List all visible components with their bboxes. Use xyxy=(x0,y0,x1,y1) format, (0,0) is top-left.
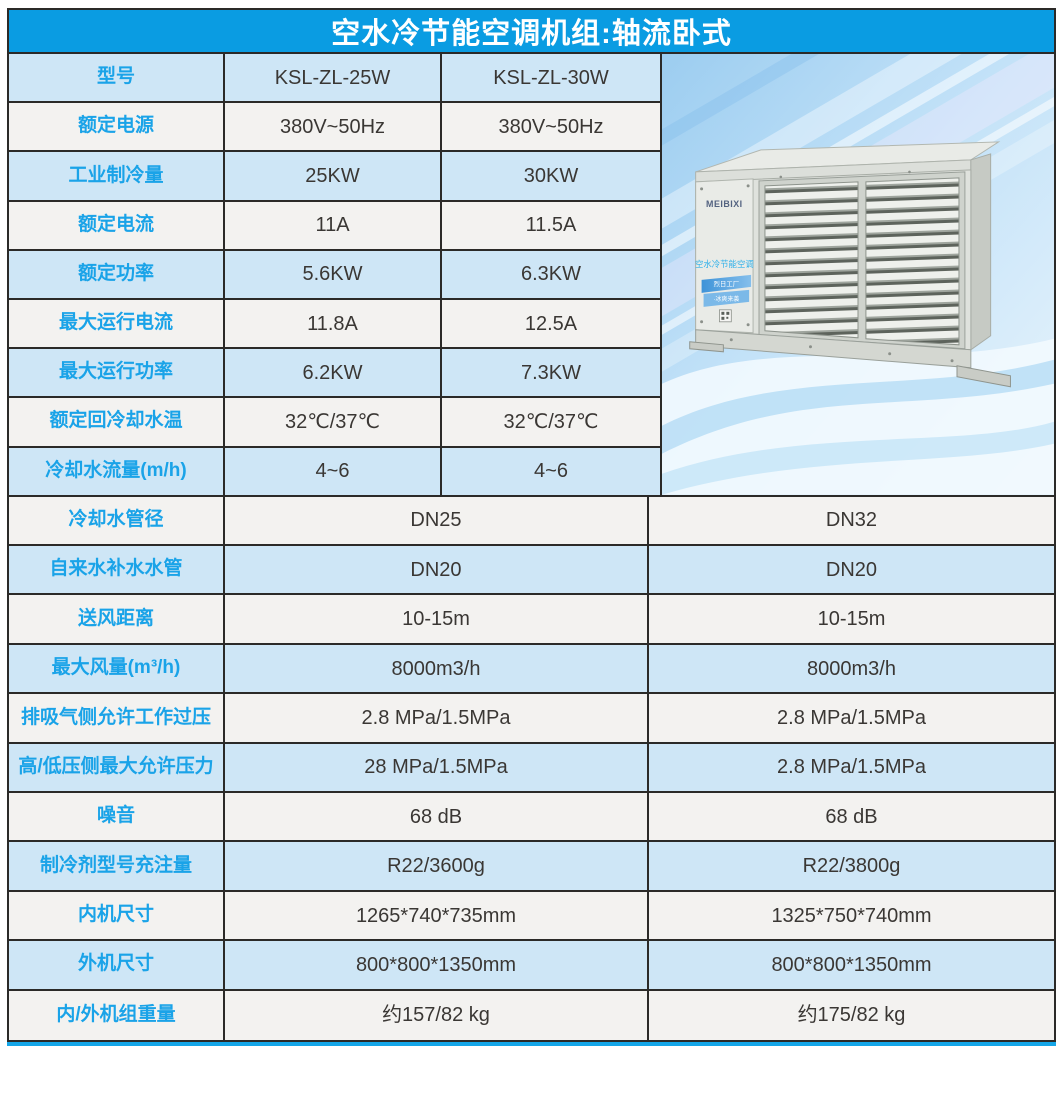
product-photo: MEIBIXI 空水冷节能空调 烈日工厂 ·冰爽来袭 xyxy=(662,54,1054,497)
row-label: 冷却水管径 xyxy=(9,496,225,547)
table-title: 空水冷节能空调机组:轴流卧式 xyxy=(9,10,1054,54)
value-cell: 11A xyxy=(225,201,442,251)
value-cell: DN20 xyxy=(649,546,1054,596)
ac-unit-graphic: MEIBIXI 空水冷节能空调 烈日工厂 ·冰爽来袭 xyxy=(662,54,1054,495)
row-label: 高/低压侧最大允许压力 xyxy=(9,743,225,794)
value-cell: KSL-ZL-25W xyxy=(225,54,442,104)
value-cell: DN25 xyxy=(225,496,649,547)
value-cell: 12.5A xyxy=(442,299,662,350)
value-cell: 2.8 MPa/1.5MPa xyxy=(649,743,1054,794)
base-rail-right xyxy=(956,365,1011,388)
value-cell: 6.3KW xyxy=(442,250,662,300)
row-label: 制冷剂型号充注量 xyxy=(9,842,225,892)
ribbon-text-1: 烈日工厂 xyxy=(713,279,739,288)
unit-caption: 空水冷节能空调 xyxy=(695,259,754,269)
value-cell: 11.8A xyxy=(225,299,442,350)
value-cell: 68 dB xyxy=(225,793,649,843)
value-cell: 800*800*1350mm xyxy=(225,941,649,991)
row-label: 自来水补水水管 xyxy=(9,546,225,596)
value-cell: 1265*740*735mm xyxy=(225,891,649,942)
value-cell: 约157/82 kg xyxy=(225,990,649,1040)
swoosh-blue xyxy=(662,359,1054,454)
row-label: 型号 xyxy=(9,54,225,104)
row-label: 内机尺寸 xyxy=(9,891,225,942)
value-cell: DN32 xyxy=(649,496,1054,547)
value-cell: DN20 xyxy=(225,546,649,596)
ribbon-text-2: ·冰爽来袭 xyxy=(714,295,740,303)
accent-underline xyxy=(7,1041,1056,1046)
value-cell: KSL-ZL-30W xyxy=(442,54,662,104)
row-label: 外机尺寸 xyxy=(9,941,225,991)
qr-code xyxy=(719,309,732,323)
value-cell: 7.3KW xyxy=(442,349,662,399)
value-cell: 68 dB xyxy=(649,793,1054,843)
value-cell: 25KW xyxy=(225,152,442,202)
value-cell: 800*800*1350mm xyxy=(649,941,1054,991)
value-cell: 约175/82 kg xyxy=(649,990,1054,1040)
value-cell: 2.8 MPa/1.5MPa xyxy=(225,694,649,744)
value-cell: 1325*750*740mm xyxy=(649,891,1054,942)
row-label: 噪音 xyxy=(9,793,225,843)
unit-right-side xyxy=(970,153,992,351)
value-cell: 10-15m xyxy=(225,595,649,645)
value-cell: 30KW xyxy=(442,152,662,202)
spec-sheet: 空水冷节能空调机组:轴流卧式 xyxy=(7,8,1056,1046)
row-label: 额定回冷却水温 xyxy=(9,398,225,448)
value-cell: 32℃/37℃ xyxy=(225,398,442,448)
row-label: 最大运行功率 xyxy=(9,349,225,399)
row-label: 最大运行电流 xyxy=(9,299,225,350)
value-cell: 11.5A xyxy=(442,201,662,251)
value-cell: 32℃/37℃ xyxy=(442,398,662,448)
ribbon-bottom xyxy=(703,289,750,307)
table-top-section: MEIBIXI 空水冷节能空调 烈日工厂 ·冰爽来袭 xyxy=(9,54,1054,497)
value-cell: 4~6 xyxy=(225,447,442,497)
value-cell: 380V~50Hz xyxy=(442,103,662,153)
value-cell: 4~6 xyxy=(442,447,662,497)
grille-left xyxy=(764,181,859,339)
table-bottom-section: 冷却水管径 DN25 DN32 自来水补水水管 DN20 DN20 送风距离 10-15m 10… xyxy=(9,496,1054,1040)
row-label: 额定电源 xyxy=(9,103,225,153)
base-rail-left xyxy=(689,341,724,353)
brand-label: MEIBIXI xyxy=(706,199,743,209)
value-cell: 8000m3/h xyxy=(649,644,1054,695)
ribbon-top xyxy=(701,274,752,293)
screws xyxy=(700,170,954,363)
value-cell: 380V~50Hz xyxy=(225,103,442,153)
row-label: 送风距离 xyxy=(9,595,225,645)
row-label: 冷却水流量(m/h) xyxy=(9,447,225,497)
unit-base-skirt xyxy=(695,329,972,369)
row-label: 额定电流 xyxy=(9,201,225,251)
value-cell: 10-15m xyxy=(649,595,1054,645)
spec-table: 空水冷节能空调机组:轴流卧式 xyxy=(7,8,1056,1042)
ac-unit: MEIBIXI 空水冷节能空调 烈日工厂 ·冰爽来袭 xyxy=(689,141,1011,388)
swoosh-blue-2 xyxy=(662,421,1054,495)
value-cell: 2.8 MPa/1.5MPa xyxy=(649,694,1054,744)
value-cell: 5.6KW xyxy=(225,250,442,300)
value-cell: 28 MPa/1.5MPa xyxy=(225,743,649,794)
value-cell: 8000m3/h xyxy=(225,644,649,695)
value-cell: 6.2KW xyxy=(225,349,442,399)
row-label: 额定功率 xyxy=(9,250,225,300)
value-cell: R22/3600g xyxy=(225,842,649,892)
row-label: 工业制冷量 xyxy=(9,152,225,202)
row-label: 最大风量(m³/h) xyxy=(9,644,225,695)
row-label: 内/外机组重量 xyxy=(9,990,225,1040)
value-cell: R22/3800g xyxy=(649,842,1054,892)
grille-right xyxy=(865,177,960,346)
row-label: 排吸气侧允许工作过压 xyxy=(9,694,225,744)
